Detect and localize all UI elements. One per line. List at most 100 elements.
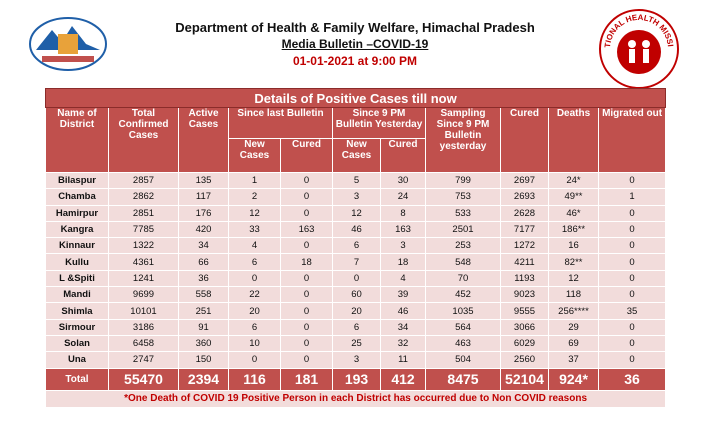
cell: 91 [178,318,229,336]
cell: 22 [228,286,281,304]
cell: 55470 [108,367,179,391]
cell: Shimla [45,302,109,320]
cell: 3 [332,188,381,206]
district-row: Solan 6458 360 10 0 25 32 463 6029 69 0 [45,334,667,353]
header: Migrated out [597,107,667,173]
cell: 7785 [108,220,179,239]
cell: 0 [280,188,333,206]
footnote-row: *One Death of COVID 19 Positive Person i… [44,389,667,408]
cell: 117 [178,188,229,206]
cell: 18 [280,253,333,271]
cell: 118 [548,286,599,304]
cell: 1 [228,171,281,190]
cell: 6 [332,318,381,336]
cell: 46 [332,220,381,239]
cell: 2851 [108,204,179,222]
cell: 5 [332,171,381,190]
cell: 70 [425,269,501,288]
cell: Hamirpur [45,204,109,222]
district-row: Hamirpur 2851 176 12 0 12 8 533 2628 46* 0 [45,204,667,222]
cell: 32 [380,334,426,353]
table-title: Details of Positive Cases till now [44,88,667,108]
footnote: *One Death of COVID 19 Positive Person i… [44,389,667,408]
cell: 181 [280,367,333,391]
cell: 7 [332,253,381,271]
cell: 799 [425,171,501,190]
cell: 1035 [425,302,501,320]
cell: 4 [380,269,426,288]
cell: 2501 [425,220,501,239]
cell: 6458 [108,334,179,353]
cell: 18 [380,253,426,271]
header: Cured [280,138,333,173]
cell: 251 [178,302,229,320]
cell: 2747 [108,351,179,369]
cell: 82** [548,253,599,271]
header: Since last Bulletin [228,107,333,139]
cell: 186** [548,220,599,239]
cell: 60 [332,286,381,304]
cell: Una [45,351,109,369]
cell: 10101 [108,302,179,320]
cell: 6029 [500,334,549,353]
district-row: Bilaspur 2857 135 1 0 5 30 799 2697 24* 0 [45,171,667,190]
cell: 2560 [500,351,549,369]
cell: 52104 [500,367,549,391]
cell: 193 [332,367,381,391]
cell: 1241 [108,269,179,288]
district-row: Kangra 7785 420 33 163 46 163 2501 7177 186** 0 [45,220,667,239]
cell: 163 [380,220,426,239]
cell: 0 [597,220,667,239]
header: Active Cases [178,107,229,173]
header: Total Confirmed Cases [108,107,179,173]
cell: 0 [597,204,667,222]
cell: 12 [228,204,281,222]
cell: 16 [548,237,599,255]
district-row: L &Spiti 1241 36 0 0 0 4 70 1193 12 0 [45,269,667,288]
cell: 0 [597,318,667,336]
cell: 8475 [425,367,501,391]
cell: 3 [380,237,426,255]
cell: 20 [228,302,281,320]
cell: 0 [280,302,333,320]
cell: 6 [332,237,381,255]
cell: 256**** [548,302,599,320]
total-row: Total 55470 2394 116 181 193 412 8475 52104 924* 3… [45,367,667,391]
header: Cured [380,138,426,173]
cell: 8 [380,204,426,222]
cell: 0 [597,171,667,190]
cell: 924* [548,367,599,391]
district-row: Una 2747 150 0 0 3 11 504 2560 37 0 [45,351,667,369]
cell: 33 [228,220,281,239]
cell: 0 [280,351,333,369]
cell: 3 [332,351,381,369]
cell: Total [45,367,109,391]
cell: 9699 [108,286,179,304]
cell: 35 [597,302,667,320]
cell: 2693 [500,188,549,206]
cell: 548 [425,253,501,271]
cell: 1193 [500,269,549,288]
cell: 533 [425,204,501,222]
cell: 0 [280,318,333,336]
cell: 0 [597,253,667,271]
cell: 504 [425,351,501,369]
cell: Chamba [45,188,109,206]
cell: 2628 [500,204,549,222]
cell: 564 [425,318,501,336]
date: 01-01-2021 at 9:00 PM [292,54,418,68]
cell: 20 [332,302,381,320]
cell: 36 [597,367,667,391]
cell: L &Spiti [45,269,109,288]
cell: 0 [280,334,333,353]
cell: Sirmour [45,318,109,336]
state-emblem [29,17,107,71]
cell: 29 [548,318,599,336]
cell: 0 [280,171,333,190]
cell: 0 [597,269,667,288]
cell: 7177 [500,220,549,239]
cell: 11 [380,351,426,369]
cell: 452 [425,286,501,304]
cell: 4211 [500,253,549,271]
